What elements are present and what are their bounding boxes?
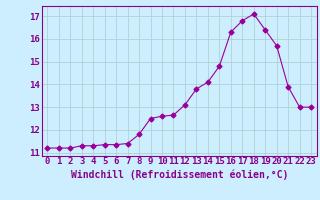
X-axis label: Windchill (Refroidissement éolien,°C): Windchill (Refroidissement éolien,°C) bbox=[70, 169, 288, 180]
